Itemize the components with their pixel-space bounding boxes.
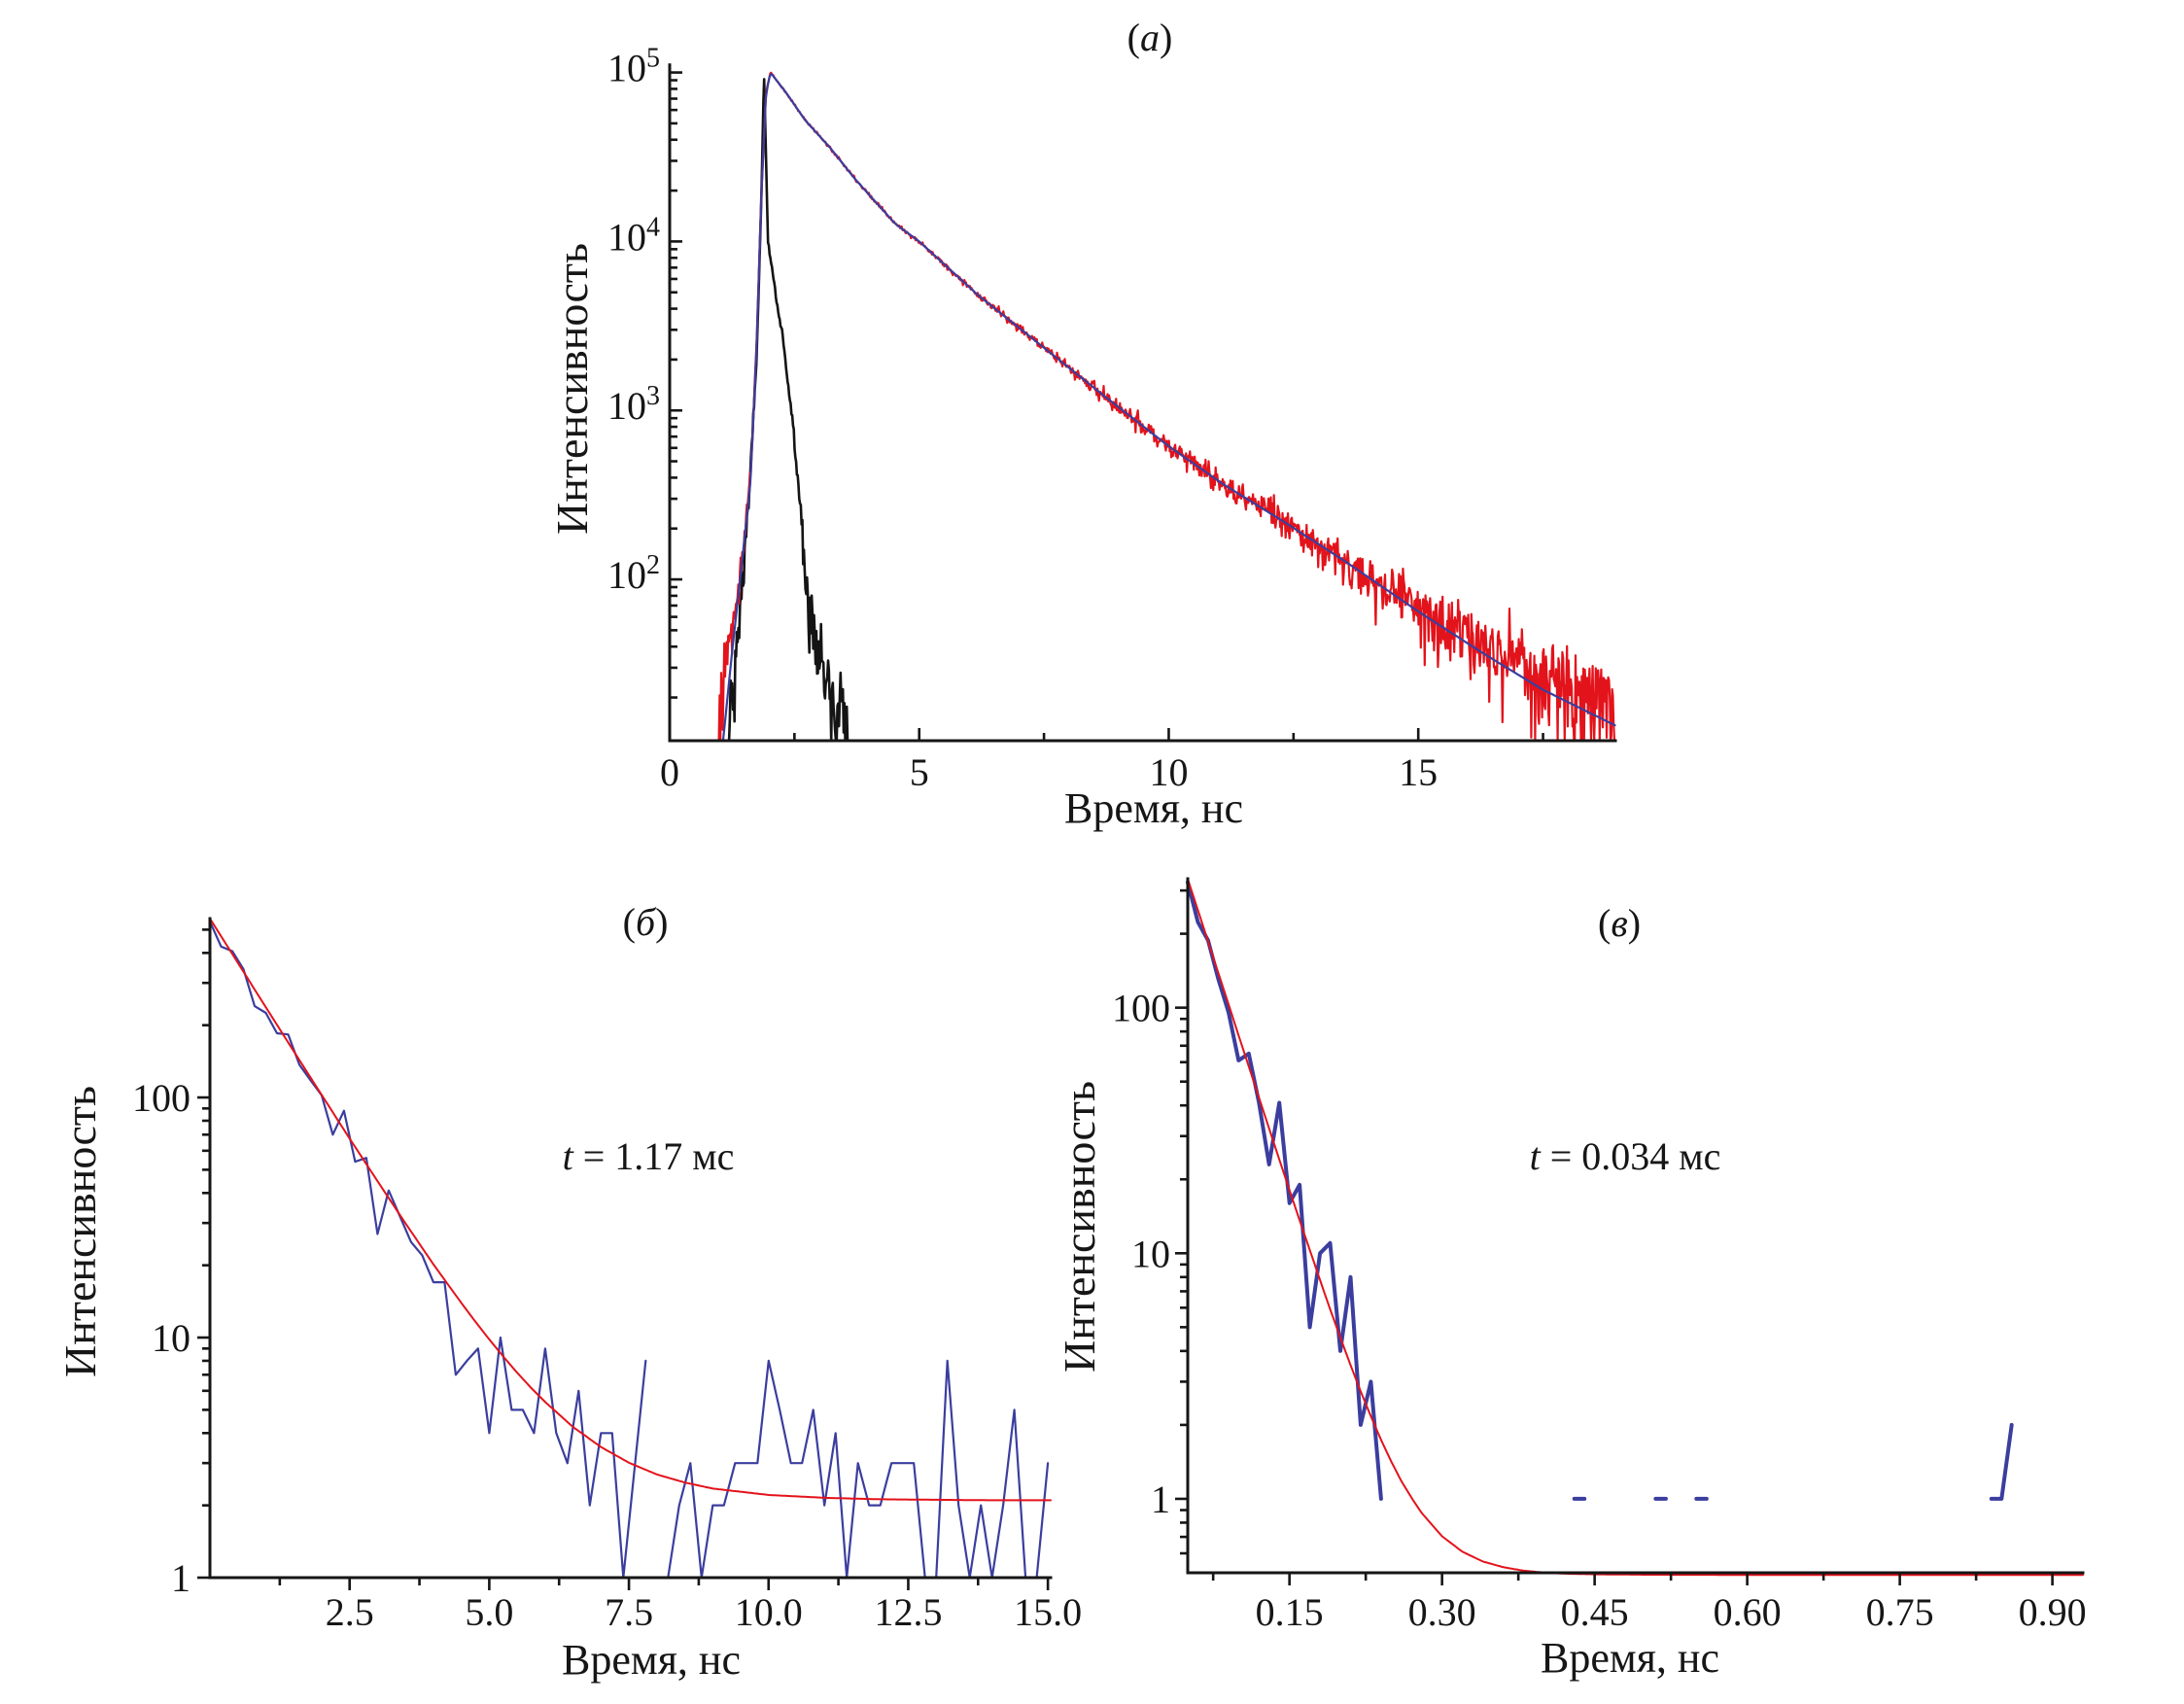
panel-label-open-paren: ( xyxy=(1598,901,1611,945)
panel-a-label: (а) xyxy=(1127,16,1173,59)
y-axis-title: Интенсивность xyxy=(1055,1081,1104,1373)
x-tick-label: 15 xyxy=(1399,750,1438,794)
y-tick-label: 105 xyxy=(607,44,660,90)
panel-c: (в) t = 0.034 мс Интенсивность Время, нс… xyxy=(1055,877,2087,1682)
panel-label-close-paren: ) xyxy=(1160,16,1172,59)
y-tick-label: 1 xyxy=(1151,1478,1170,1521)
annotation-variable: t xyxy=(563,1134,574,1178)
panel-label-close-paren: ) xyxy=(1628,901,1641,945)
series-blue-line-segment xyxy=(208,921,647,1580)
x-tick-label: 0.15 xyxy=(1256,1590,1324,1634)
y-tick-label: 10 xyxy=(152,1316,191,1360)
annotation-value: = 0.034 мс xyxy=(1541,1134,1721,1178)
x-tick-label: 0.60 xyxy=(1714,1590,1782,1634)
plot-area: 0.15 0.30 0.45 0.60 0.75 0.90 1 10 100 xyxy=(1112,877,2087,1634)
x-tick-label: 0.45 xyxy=(1561,1590,1629,1634)
x-axis-title: Время, нс xyxy=(1541,1634,1719,1682)
panel-label-letter: в xyxy=(1611,901,1627,945)
y-tick-label: 102 xyxy=(607,550,660,597)
panel-label-open-paren: ( xyxy=(1127,16,1140,59)
series-blue-line-segment xyxy=(1186,880,1383,1501)
y-axis-title: Интенсивность xyxy=(55,1086,105,1377)
y-tick-label-exponent: 3 xyxy=(646,381,660,411)
x-tick-label: 2.5 xyxy=(326,1590,374,1634)
series-blue-line xyxy=(721,73,1616,743)
axes: 2.5 5.0 7.5 10.0 12.5 15.0 1 10 100 xyxy=(132,917,1082,1634)
series-layer xyxy=(1186,878,2084,1577)
y-tick-label: 1 xyxy=(171,1556,191,1600)
series-black-line xyxy=(727,78,850,743)
axes: 0.15 0.30 0.45 0.60 0.75 0.90 1 10 100 xyxy=(1112,877,2087,1634)
series-layer xyxy=(716,71,1616,743)
y-tick-label-base: 10 xyxy=(607,215,646,259)
y-tick-label-base: 10 xyxy=(607,384,646,428)
panel-label-letter: а xyxy=(1140,16,1160,59)
x-tick-label: 7.5 xyxy=(605,1590,653,1634)
x-tick-label: 12.5 xyxy=(874,1590,942,1634)
x-tick-label: 0.30 xyxy=(1408,1590,1476,1634)
series-layer xyxy=(208,918,1052,1580)
lifetime-annotation: t = 1.17 мс xyxy=(563,1134,735,1178)
y-tick-label: 100 xyxy=(132,1076,191,1120)
y-tick-label: 104 xyxy=(607,212,660,259)
x-axis-title: Время, нс xyxy=(562,1636,741,1684)
panel-label-letter: б xyxy=(636,900,657,944)
y-tick-label-base: 10 xyxy=(607,553,646,597)
series-red-line xyxy=(716,71,1616,743)
panel-b: (б) t = 1.17 мс Интенсивность Время, нс … xyxy=(55,900,1082,1684)
y-tick-label: 10 xyxy=(1131,1232,1170,1275)
y-tick-label-exponent: 4 xyxy=(646,212,660,242)
x-tick-label: 0.90 xyxy=(2019,1590,2087,1634)
panel-label-close-paren: ) xyxy=(655,900,668,944)
y-tick-label-base: 10 xyxy=(607,47,646,90)
series-blue-line-segment xyxy=(1989,1422,2014,1501)
series-red-line xyxy=(209,918,1052,1502)
y-tick-label-exponent: 2 xyxy=(646,550,660,580)
x-tick-label: 0 xyxy=(660,750,679,794)
y-tick-label: 103 xyxy=(607,381,660,428)
x-axis-title: Время, нс xyxy=(1064,784,1243,832)
y-tick-label-exponent: 5 xyxy=(646,44,660,74)
y-tick-label: 100 xyxy=(1112,987,1170,1030)
panel-c-label: (в) xyxy=(1598,901,1641,945)
annotation-value: = 1.17 мс xyxy=(573,1134,735,1178)
x-tick-label: 5 xyxy=(910,750,929,794)
x-tick-label: 0.75 xyxy=(1866,1590,1934,1634)
plot-area: 2.5 5.0 7.5 10.0 12.5 15.0 1 10 100 xyxy=(132,917,1082,1634)
annotation-variable: t xyxy=(1530,1134,1542,1178)
x-tick-label: 5.0 xyxy=(465,1590,513,1634)
x-tick-label: 10.0 xyxy=(735,1590,803,1634)
x-tick-label: 15.0 xyxy=(1014,1590,1082,1634)
series-red-line xyxy=(1187,878,2084,1577)
x-tick-label: 10 xyxy=(1149,750,1188,794)
panel-b-label: (б) xyxy=(623,900,669,944)
panel-a: (а) Интенсивность Время, нс 0 5 10 15102103… xyxy=(547,16,1617,832)
y-axis-title: Интенсивность xyxy=(547,243,597,535)
panel-label-open-paren: ( xyxy=(623,900,636,944)
lifetime-annotation: t = 0.034 мс xyxy=(1530,1134,1721,1178)
series-blue-line-segment xyxy=(667,1359,1050,1580)
